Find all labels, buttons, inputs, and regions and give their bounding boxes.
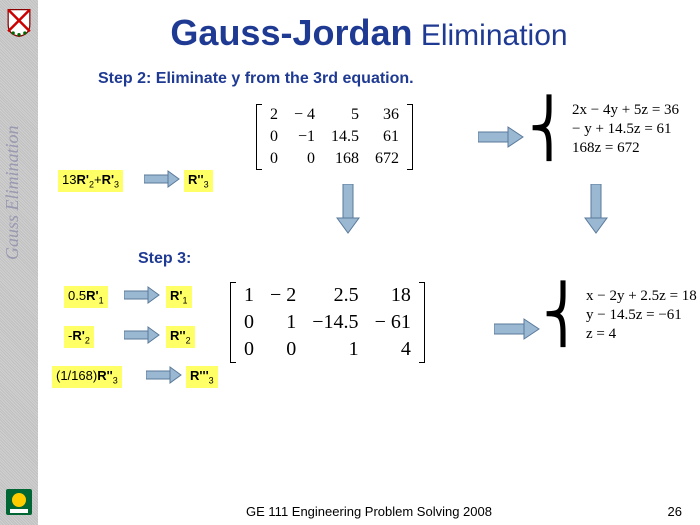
footer-text: GE 111 Engineering Problem Solving 2008 [38,504,700,519]
matrix-cell: 168 [323,148,367,170]
row-op-1: 13R'2+R'3 [58,170,123,192]
matrix-cell: 4 [367,336,419,363]
matrix-cell: 0 [262,336,304,363]
slide-content: Gauss-Jordan Elimination Step 2: Elimina… [38,0,700,525]
step3-label: Step 3: [138,250,191,268]
crest-logo-icon [4,487,34,517]
matrix-cell: 0 [262,126,286,148]
equation-line: y − 14.5z = −61 [586,307,697,324]
row-op-1-result: R''3 [184,170,213,192]
equation-line: 168z = 672 [572,140,679,157]
matrix-cell: − 4 [286,104,323,126]
arrow-down-icon [336,184,360,234]
row-op-3-result: R''2 [166,326,195,348]
matrix-cell: 14.5 [323,126,367,148]
equation-line: 2x − 4y + 5z = 36 [572,102,679,119]
matrix-1: 2− 45360−114.56100168672 [256,104,413,170]
matrix-cell: 36 [367,104,407,126]
matrix-cell: 0 [236,309,262,336]
step2-label: Step 2: Eliminate y from the 3rd equatio… [98,70,414,88]
matrix-cell: − 2 [262,282,304,309]
arrow-right-icon [124,286,160,304]
matrix-cell: − 61 [367,309,419,336]
matrix-cell: 1 [262,309,304,336]
arrow-down-icon [584,184,608,234]
page-number: 26 [668,504,682,519]
equations-2: ⎨ x − 2y + 2.5z = 18y − 14.5z = −61z = 4 [542,288,697,343]
arrow-right-icon [124,326,160,344]
matrix-cell: 18 [367,282,419,309]
matrix-2: 1− 22.51801−14.5− 610014 [230,282,425,363]
shield-logo-icon [4,8,34,38]
row-op-2: 0.5R'1 [64,286,108,308]
sidebar-rotated-text: Gauss Elimination [2,125,23,260]
matrix-cell: 0 [286,148,323,170]
equation-line: z = 4 [586,326,697,343]
equation-line: − y + 14.5z = 61 [572,121,679,138]
matrix-cell: 5 [323,104,367,126]
matrix-cell: 0 [262,148,286,170]
row-op-3: -R'2 [64,326,94,348]
matrix-cell: 0 [236,336,262,363]
matrix-cell: 1 [236,282,262,309]
arrow-right-icon [494,318,540,340]
equations-1: ⎨ 2x − 4y + 5z = 36− y + 14.5z = 61168z … [528,102,679,157]
matrix-cell: 2.5 [304,282,366,309]
slide-title: Gauss-Jordan Elimination [38,12,700,54]
matrix-cell: −14.5 [304,309,366,336]
equation-line: x − 2y + 2.5z = 18 [586,288,697,305]
row-op-4-result: R'''3 [186,366,218,388]
matrix-cell: 2 [262,104,286,126]
row-op-2-result: R'1 [166,286,192,308]
row-op-4: (1/168)R''3 [52,366,122,388]
title-normal: Elimination [413,19,568,52]
sidebar: Gauss Elimination [0,0,38,525]
title-bold: Gauss-Jordan [170,12,412,53]
arrow-right-icon [146,366,182,384]
matrix-cell: 61 [367,126,407,148]
matrix-cell: 1 [304,336,366,363]
arrow-right-icon [478,126,524,148]
matrix-cell: −1 [286,126,323,148]
matrix-cell: 672 [367,148,407,170]
arrow-right-icon [144,170,180,188]
